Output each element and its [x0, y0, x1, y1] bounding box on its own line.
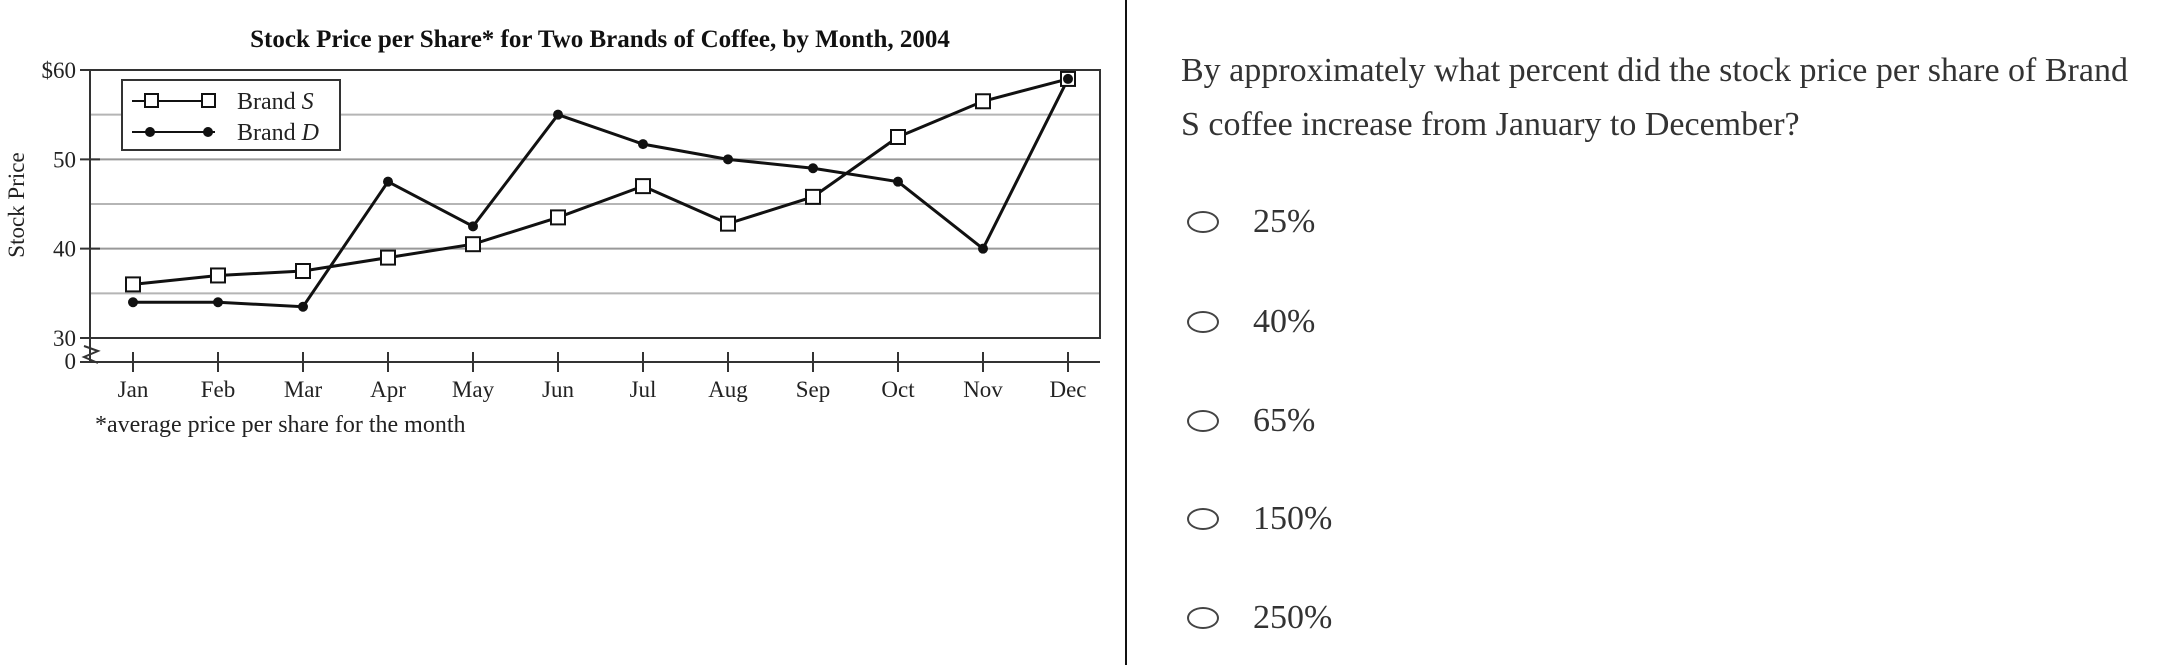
- data-point-brand-s: [805, 188, 821, 205]
- data-point-brand-s: [210, 267, 226, 284]
- series-line-brand-d: [133, 78, 1070, 309]
- radio-button-icon[interactable]: [1187, 311, 1219, 333]
- option-label: 40%: [1253, 303, 1316, 340]
- data-point-brand-s: [720, 215, 736, 232]
- option-label: 65%: [1253, 402, 1316, 439]
- option-label: 150%: [1253, 500, 1333, 537]
- radio-button-icon[interactable]: [1187, 410, 1219, 432]
- data-point-brand-s: [125, 276, 141, 293]
- chart-legend: Brand S Brand D: [121, 79, 341, 151]
- data-point-brand-s: [550, 209, 566, 226]
- answer-option-5[interactable]: 250%: [1187, 588, 1332, 648]
- question-panel: By approximately what percent did the st…: [1127, 0, 2157, 665]
- data-point-brand-d: [723, 154, 733, 165]
- data-point-brand-d: [128, 297, 138, 308]
- radio-button-icon[interactable]: [1187, 211, 1219, 233]
- y-tick-label: $60: [42, 58, 77, 83]
- radio-button-icon[interactable]: [1187, 607, 1219, 629]
- radio-button-icon[interactable]: [1187, 508, 1219, 530]
- series-line-brand-s: [132, 77, 1069, 286]
- y-tick-label: 40: [53, 237, 76, 262]
- x-tick-label: Dec: [1049, 377, 1086, 402]
- chart-panel: Stock Price per Share* for Two Brands of…: [4, 26, 1101, 438]
- option-label: 250%: [1253, 599, 1333, 636]
- data-point-brand-d: [468, 221, 478, 232]
- data-point-brand-d: [808, 163, 818, 174]
- data-point-brand-d: [213, 297, 223, 308]
- x-tick-label: May: [452, 377, 495, 402]
- answer-option-3[interactable]: 65%: [1187, 391, 1315, 451]
- x-tick-label: Feb: [201, 377, 236, 402]
- data-point-brand-s: [380, 249, 396, 266]
- plot-frame: [89, 69, 1101, 339]
- data-point-brand-s: [635, 178, 651, 195]
- x-tick-label: Aug: [708, 377, 748, 402]
- data-point-brand-d: [1063, 73, 1073, 84]
- legend-label-brand-d: Brand D: [237, 120, 319, 146]
- y-tick-label: 30: [53, 326, 76, 351]
- legend-marker-brand-s: [201, 93, 216, 108]
- stock-price-chart: Stock Price per Share* for Two Brands of…: [4, 26, 1101, 438]
- x-tick-label: Oct: [881, 377, 915, 402]
- data-point-brand-d: [638, 139, 648, 150]
- answer-option-4[interactable]: 150%: [1187, 489, 1332, 549]
- legend-marker-brand-s: [144, 93, 159, 108]
- data-point-brand-d: [553, 109, 563, 120]
- y-tick-label: 50: [53, 147, 76, 172]
- y-axis-label: Stock Price: [4, 152, 29, 257]
- x-tick-label: Jun: [542, 377, 574, 402]
- data-point-brand-s: [465, 236, 481, 253]
- y-tick-label: 0: [65, 349, 77, 374]
- legend-marker-brand-d: [203, 127, 213, 137]
- data-point-brand-d: [978, 243, 988, 254]
- chart-title: Stock Price per Share* for Two Brands of…: [250, 26, 950, 53]
- data-point-brand-s: [975, 93, 991, 110]
- question-text: By approximately what percent did the st…: [1181, 52, 2128, 143]
- x-tick-label: Jul: [630, 377, 657, 402]
- x-tick-label: Nov: [963, 377, 1003, 402]
- axis-break-mark: [81, 345, 101, 364]
- legend-label-brand-s: Brand S: [237, 89, 314, 115]
- data-point-brand-s: [890, 129, 906, 145]
- data-point-brand-d: [893, 176, 903, 187]
- x-tick-label: Mar: [284, 377, 323, 402]
- x-tick-label: Sep: [796, 377, 831, 402]
- option-label: 25%: [1253, 203, 1316, 240]
- data-point-brand-d: [383, 176, 393, 187]
- chart-footnote: *average price per share for the month: [95, 412, 466, 438]
- x-tick-label: Jan: [118, 377, 149, 402]
- answer-option-2[interactable]: 40%: [1187, 292, 1315, 352]
- answer-option-1[interactable]: 25%: [1187, 192, 1315, 252]
- data-point-brand-s: [295, 263, 311, 279]
- panel-divider: [1125, 0, 1127, 665]
- data-point-brand-d: [298, 301, 308, 312]
- legend-marker-brand-d: [145, 127, 155, 137]
- x-tick-label: Apr: [370, 377, 406, 402]
